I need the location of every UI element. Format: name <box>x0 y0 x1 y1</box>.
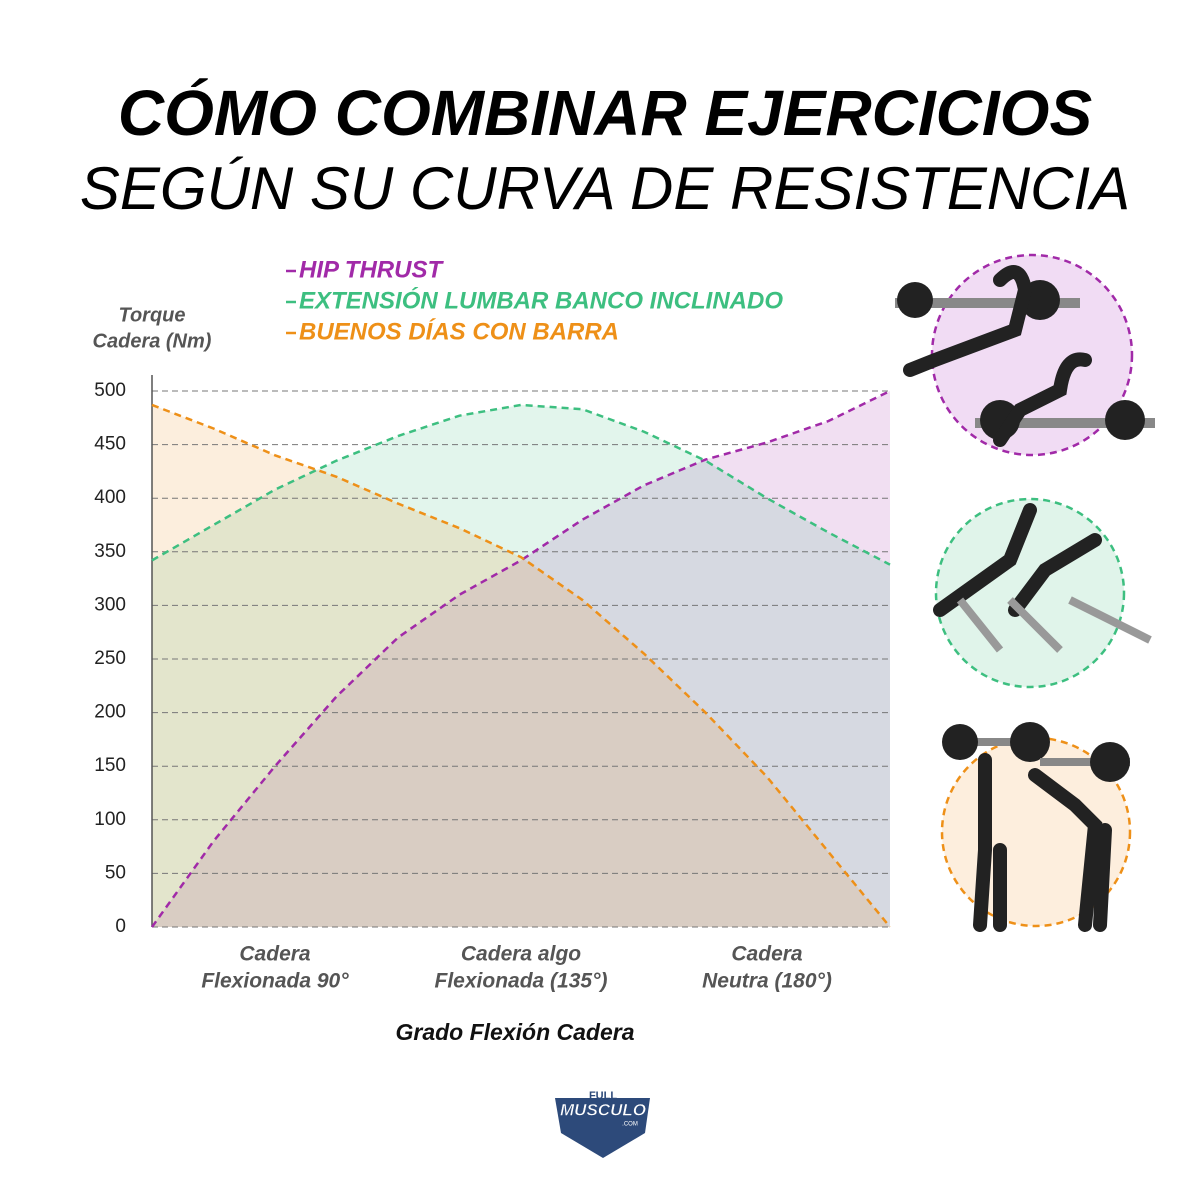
x-tick-label: Flexionada 90° <box>201 970 349 993</box>
y-tick-label: 200 <box>94 702 126 723</box>
y-label: Cadera (Nm) <box>93 330 212 352</box>
area <box>152 404 890 927</box>
logo: FULL MUSCULO .COM <box>555 1090 650 1158</box>
line <box>151 403 891 928</box>
y-label: Torque <box>118 304 185 326</box>
x-tick-label: Neutra (180°) <box>702 970 832 993</box>
y-tick-label: 300 <box>94 594 126 615</box>
illustrations <box>895 253 1155 932</box>
x-tick-label: Cadera <box>731 943 803 966</box>
legend-label: BUENOS DÍAS CON BARRA <box>299 317 619 345</box>
y-tick-label: 0 <box>115 916 126 937</box>
x-label: Grado Flexión Cadera <box>395 1019 634 1045</box>
x-tick-label: Cadera <box>239 943 311 966</box>
y-tick-label: 50 <box>105 862 126 883</box>
y-tick-label: 350 <box>94 541 126 562</box>
legend-label: EXTENSIÓN LUMBAR BANCO INCLINADO <box>299 286 783 314</box>
y-tick-label: 150 <box>94 755 126 776</box>
y-tick-label: 100 <box>94 809 126 830</box>
logo-text: FULL <box>589 1090 617 1102</box>
logo-text: MUSCULO <box>560 1100 646 1119</box>
y-tick-label: 250 <box>94 648 126 669</box>
area <box>152 404 890 927</box>
y-tick-label: 450 <box>94 434 126 455</box>
area <box>152 391 890 927</box>
x-tick-label: Flexionada (135°) <box>435 970 608 993</box>
y-tick-label: 500 <box>94 380 126 401</box>
title: CÓMO COMBINAR EJERCICIOS <box>118 77 1093 149</box>
y-tick-label: 400 <box>94 487 126 508</box>
legend-label: HIP THRUST <box>299 256 444 283</box>
subtitle: SEGÚN SU CURVA DE RESISTENCIA <box>80 155 1130 222</box>
x-tick-label: Cadera algo <box>461 943 581 966</box>
logo-text: .COM <box>622 1122 638 1128</box>
